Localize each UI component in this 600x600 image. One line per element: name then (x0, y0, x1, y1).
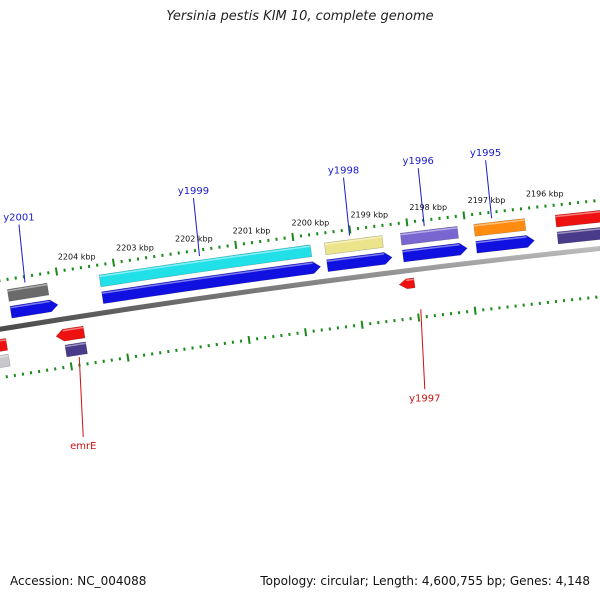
labels-layer: 2204 kbp 2203 kbp 2202 kbp 2201 kbp 2200 kbp… (3, 148, 563, 452)
upper-scale-tick (234, 240, 238, 249)
lower-scale-tick (473, 306, 477, 315)
y1997-gene-block-highlight (405, 278, 415, 282)
upper-scale-tick (462, 211, 466, 220)
emre-gene-block[interactable] (55, 325, 86, 342)
gene-5-gene-block[interactable] (554, 207, 600, 228)
lower-scale-tick (69, 362, 73, 371)
lower-scale-tick (417, 313, 421, 322)
emre-cds-block-highlight (65, 342, 86, 348)
lower-scale-tick (360, 320, 364, 329)
y1995-leader-line (485, 160, 493, 219)
y1998-label[interactable]: y1998 (328, 166, 359, 177)
y2001-cds-arrow[interactable] (9, 299, 59, 319)
scale-label: 2203 kbp (116, 243, 154, 252)
y1995-cds-arrow-highlight (475, 236, 527, 244)
y1998-leader-line (343, 177, 351, 236)
y1998-gene-block[interactable] (323, 235, 384, 256)
scale-label: 2204 kbp (58, 252, 96, 261)
lower-scale-tick (126, 353, 130, 362)
y1995-gene-block-highlight (473, 219, 525, 227)
scale-label: 2201 kbp (233, 226, 271, 235)
scale-ticks (0, 199, 598, 379)
y1997-label[interactable]: y1997 (409, 393, 440, 404)
emre-leader-line (78, 356, 84, 438)
emre-gene-block-highlight (62, 326, 84, 332)
scale-label: 2202 kbp (175, 235, 213, 244)
emre-cds-block[interactable] (64, 341, 88, 358)
scale-label: 2200 kbp (292, 218, 330, 227)
upper-scale-tick (348, 225, 352, 234)
genome-backbone (0, 246, 600, 332)
gene-6-cds-block-highlight (0, 354, 9, 358)
genes-layer (0, 207, 600, 372)
lower-scale-tick (247, 335, 251, 345)
y2001-gene-block[interactable] (6, 282, 50, 302)
upper-scale-tick (54, 267, 59, 276)
scale-label: 2198 kbp (409, 203, 447, 212)
y1996-gene-block[interactable] (399, 225, 459, 246)
y2001-label[interactable]: y2001 (3, 213, 34, 224)
y1996-gene-block-highlight (400, 227, 458, 236)
upper-scale-tick (405, 218, 409, 227)
y1995-cds-arrow[interactable] (475, 235, 535, 254)
y1996-leader-line (417, 168, 425, 227)
gene-5-gene-block-highlight (555, 211, 600, 218)
upper-scale-tick (291, 232, 295, 242)
y1996-cds-arrow[interactable] (401, 242, 468, 263)
gene-6-cds-block[interactable] (0, 353, 11, 372)
y1996-label[interactable]: y1996 (403, 156, 434, 167)
scale-label: 2199 kbp (350, 211, 388, 220)
map-title: Yersinia pestis KIM 10, complete genome (166, 9, 434, 24)
y1998-cds-arrow-highlight (326, 253, 385, 263)
y2001-leader-line (18, 224, 26, 283)
y1998-gene-block-highlight (324, 236, 383, 246)
emre-label[interactable]: emrE (70, 441, 96, 452)
gene-5-cds-arrow[interactable] (556, 224, 600, 245)
y1996-cds-arrow-highlight (402, 243, 460, 253)
y1999-leader-line (192, 198, 200, 257)
accession-text: Accession: NC_004088 (10, 574, 147, 588)
y2001-gene-block-highlight (7, 283, 48, 292)
y1998-cds-arrow[interactable] (326, 252, 393, 273)
scale-label: 2196 kbp (526, 189, 564, 198)
gene-5-cds-arrow-highlight (557, 228, 600, 235)
y1999-label[interactable]: y1999 (178, 186, 209, 197)
y1999-gene-block[interactable] (98, 244, 313, 288)
y1995-gene-block[interactable] (473, 218, 527, 237)
scale-label: 2197 kbp (468, 196, 506, 205)
y2001-cds-arrow-highlight (10, 300, 51, 309)
topology-text: Topology: circular; Length: 4,600,755 bp… (260, 574, 590, 588)
lower-scale-tick (304, 328, 308, 337)
y1999-gene-block-highlight (99, 245, 311, 278)
y1997-gene-block[interactable] (398, 277, 416, 290)
y1999-cds-arrow[interactable] (101, 261, 322, 305)
y1995-label[interactable]: y1995 (470, 148, 501, 159)
y1999-cds-arrow-highlight (101, 262, 313, 295)
gene-6-gene-block[interactable] (0, 338, 9, 356)
upper-scale-tick (111, 258, 116, 267)
y1997-leader-line (420, 309, 426, 390)
